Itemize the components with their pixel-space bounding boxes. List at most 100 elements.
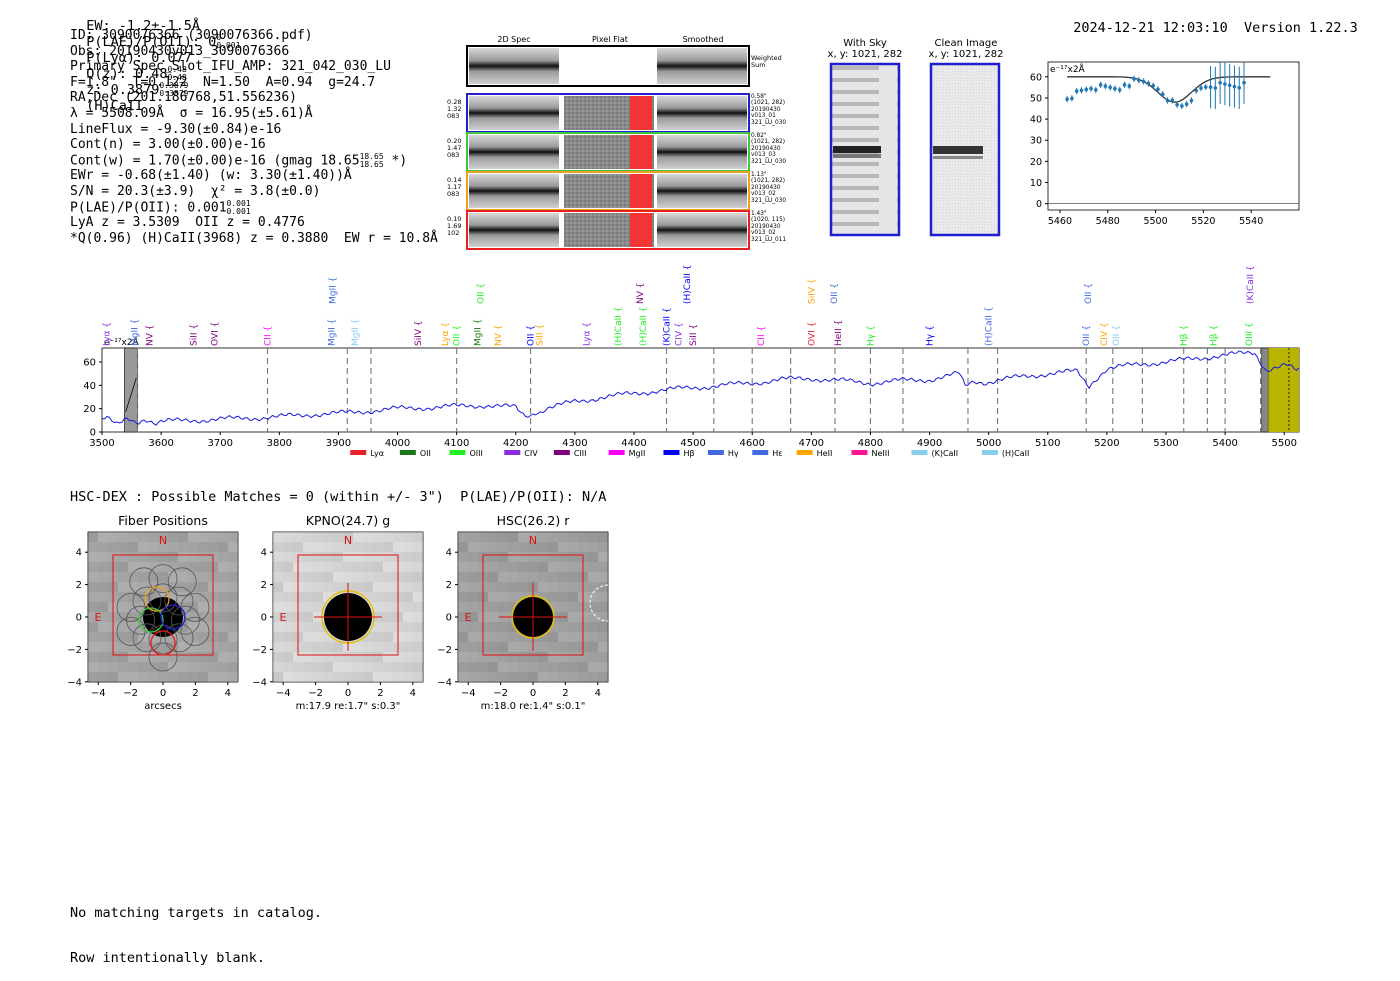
imaging-pixel xyxy=(353,552,363,562)
imaging-pixel xyxy=(148,532,158,542)
imaging-pixel xyxy=(488,562,498,572)
imaging-pixel xyxy=(313,562,323,572)
hsc-summary: HSC-DEX : Possible Matches = 0 (within +… xyxy=(70,489,607,505)
imaging-xtick-label: 0 xyxy=(530,688,536,699)
imaging-pixel xyxy=(228,672,238,682)
fiber-circle xyxy=(167,567,197,597)
fiber-highlight-3 xyxy=(144,586,170,612)
imaging-panel-title: HSC(26.2) r xyxy=(497,513,571,528)
imaging-pixel xyxy=(228,592,238,602)
imaging-pixel xyxy=(98,672,108,682)
imaging-pixel xyxy=(373,662,383,672)
line-label-high: OII { xyxy=(476,283,486,304)
imaging-pixel xyxy=(158,652,168,662)
imaging-pixel xyxy=(508,552,518,562)
imaging-pixel xyxy=(508,632,518,642)
east-label: E xyxy=(465,611,472,624)
imaging-pixel xyxy=(403,662,413,672)
imaging-pixel xyxy=(568,582,578,592)
imaging-pixel xyxy=(178,552,188,562)
line-label-text: OII { xyxy=(1112,325,1122,346)
imaging-pixel xyxy=(333,572,343,582)
fiber-circle xyxy=(170,605,200,635)
imaging-pixel xyxy=(283,672,293,682)
imaging-pixel xyxy=(478,652,488,662)
imaging-pixel xyxy=(558,552,568,562)
imaging-pixel xyxy=(498,572,508,582)
clean-image xyxy=(929,62,1001,237)
imaging-pixel xyxy=(198,602,208,612)
imaging-pixel xyxy=(413,592,423,602)
imaging-pixel xyxy=(218,602,228,612)
imaging-pixel xyxy=(528,652,538,662)
imaging-pixel xyxy=(218,632,228,642)
imaging-pixel xyxy=(168,652,178,662)
imaging-pixel xyxy=(363,652,373,662)
imaging-pixel xyxy=(303,552,313,562)
imaging-pixel xyxy=(98,632,108,642)
imaging-pixel xyxy=(188,612,198,622)
imaging-ytick-label: −4 xyxy=(437,677,452,688)
with-sky-title: With Sky x, y: 1021, 282 xyxy=(827,38,903,60)
imaging-pixel xyxy=(468,612,478,622)
imaging-pixel xyxy=(373,532,383,542)
imaging-pixel xyxy=(273,622,283,632)
excluded-region-red xyxy=(1261,347,1269,433)
imaging-pixel xyxy=(558,582,568,592)
fiber-flat-mask xyxy=(630,174,652,208)
imaging-xtick-label: 4 xyxy=(225,688,231,699)
imaging-pixel xyxy=(228,652,238,662)
imaging-ytick-label: 4 xyxy=(76,548,82,559)
fiber-row-left-label: 0.28 1.32 083 xyxy=(447,98,462,120)
imaging-pixel xyxy=(188,622,198,632)
imaging-pixel xyxy=(168,562,178,572)
imaging-pixel xyxy=(168,592,178,602)
imaging-pixel xyxy=(138,662,148,672)
imaging-pixel xyxy=(98,622,108,632)
imaging-pixel xyxy=(313,642,323,652)
zoom-point xyxy=(1242,80,1246,85)
imaging-pixel xyxy=(598,552,608,562)
imaging-xtick-label: −2 xyxy=(493,688,508,699)
imaging-pixel xyxy=(228,572,238,582)
imaging-pixel xyxy=(518,592,528,602)
imaging-pixel xyxy=(188,552,198,562)
legend-item: CIV xyxy=(504,449,538,458)
spectrum-xtick-label: 5200 xyxy=(1094,438,1119,449)
imaging-pixel xyxy=(323,552,333,562)
legend-label: CIII xyxy=(574,449,587,458)
imaging-pixel xyxy=(458,602,468,612)
imaging-pixel xyxy=(458,662,468,672)
imaging-pixel xyxy=(88,622,98,632)
imaging-pixel xyxy=(488,602,498,612)
fiber-row-3 xyxy=(466,171,750,211)
neighbor-aperture xyxy=(589,584,609,622)
imaging-pixel xyxy=(518,572,528,582)
imaging-pixel xyxy=(228,642,238,652)
fiber-row-right-label: 1.13" (1021, 282) 20190430 v013_02 321_L… xyxy=(751,172,787,204)
imaging-pixel xyxy=(598,582,608,592)
imaging-ytick-label: 2 xyxy=(261,580,267,591)
imaging-pixel xyxy=(588,582,598,592)
imaging-pixel xyxy=(538,672,548,682)
info-ewr: EWr = -0.68(±1.40) (w: 3.30(±1.40))Å xyxy=(70,168,352,184)
qz-value: Q(z): 0.48 xyxy=(86,66,168,82)
zoom-xtick-label: 5480 xyxy=(1096,216,1120,227)
line-label-high-text: OII { xyxy=(1084,283,1094,304)
legend-item: HeII xyxy=(796,449,832,458)
imaging-pixel xyxy=(98,582,108,592)
imaging-xtick-label: −4 xyxy=(276,688,291,699)
spectrum-xtick-label: 5500 xyxy=(1271,438,1296,449)
imaging-pixel xyxy=(118,602,128,612)
clean-image-title: Clean Image x, y: 1021, 282 xyxy=(928,38,1004,60)
imaging-pixel xyxy=(373,572,383,582)
imaging-pixel xyxy=(568,642,578,652)
imaging-pixel xyxy=(488,652,498,662)
imaging-pixel xyxy=(558,632,568,642)
line-label-high-text: SiIV { xyxy=(807,278,817,304)
imaging-pixel xyxy=(548,602,558,612)
imaging-pixel xyxy=(343,552,353,562)
imaging-pixel xyxy=(303,642,313,652)
legend-swatch xyxy=(981,450,998,455)
imaging-pixel xyxy=(118,552,128,562)
